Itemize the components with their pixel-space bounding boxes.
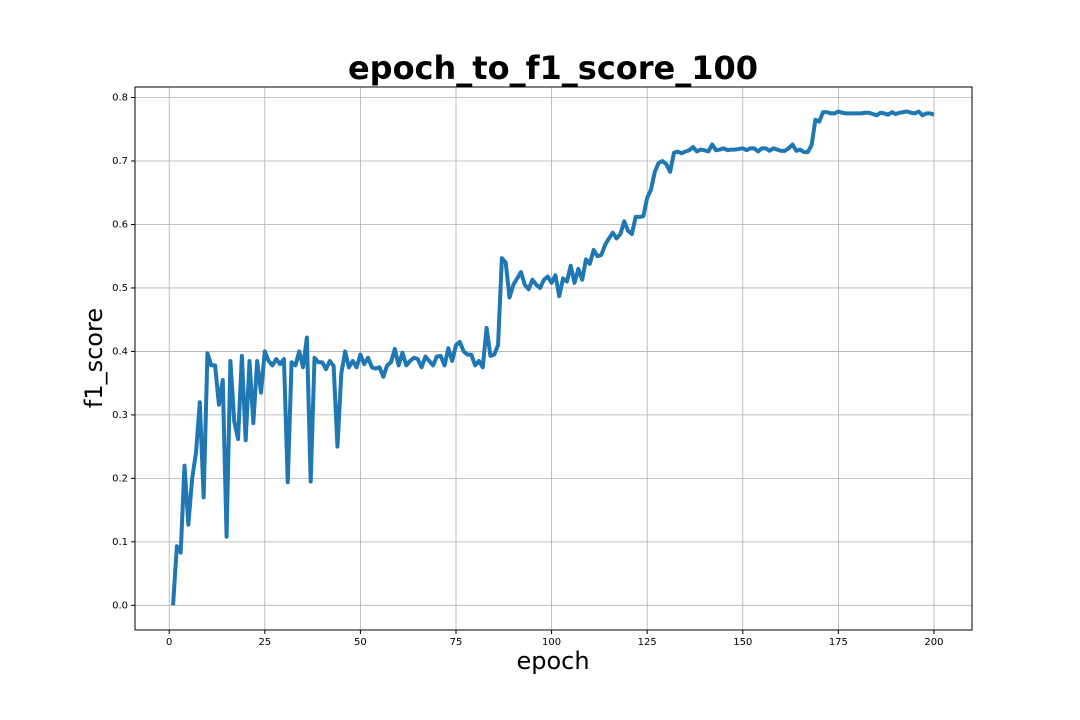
y-tick-label: 0.8 [112, 93, 128, 104]
data-line [171, 109, 935, 606]
x-tick-label: 200 [924, 637, 943, 648]
x-tick-label: 150 [733, 637, 752, 648]
x-tick-label: 25 [258, 637, 271, 648]
y-tick-label: 0.5 [112, 283, 128, 294]
x-axis-label: epoch [516, 647, 589, 675]
x-tick-label: 100 [542, 637, 561, 648]
chart-title: epoch_to_f1_score_100 [348, 49, 758, 87]
x-tick-label: 50 [354, 637, 367, 648]
y-tick-label: 0.2 [112, 473, 128, 484]
x-tick-label: 125 [638, 637, 657, 648]
y-axis-label: f1_score [80, 308, 108, 408]
y-tick-label: 0.3 [112, 410, 128, 421]
y-tick-label: 0.4 [112, 346, 128, 357]
y-tick-label: 0.7 [112, 156, 128, 167]
plot-frame [134, 86, 973, 631]
y-tick-label: 0.6 [112, 219, 128, 230]
x-tick-label: 175 [829, 637, 848, 648]
x-tick-label: 0 [166, 637, 172, 648]
y-tick-label: 0.0 [112, 600, 128, 611]
x-tick-label: 75 [450, 637, 463, 648]
y-tick-label: 0.1 [112, 537, 128, 548]
